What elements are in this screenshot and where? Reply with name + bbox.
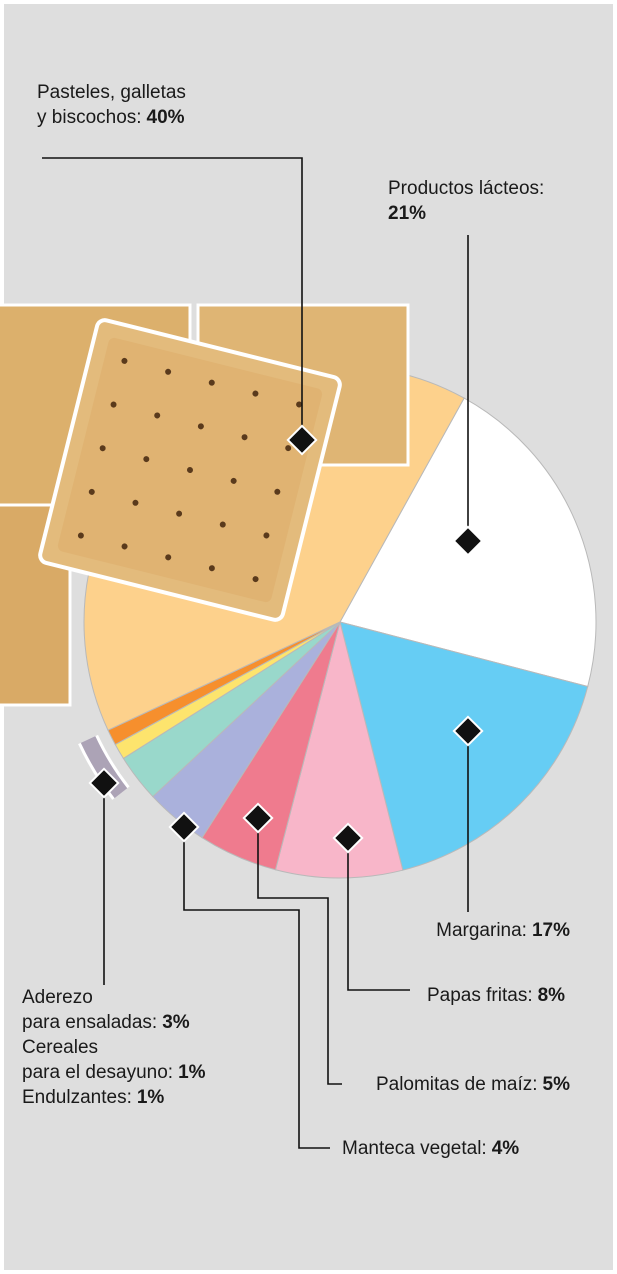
- category-name: Cereales para el desayuno:: [22, 1037, 173, 1083]
- value-label: 40%: [147, 107, 185, 128]
- category-name: Margarina:: [436, 920, 527, 941]
- value-label: 5%: [543, 1074, 570, 1095]
- value-label: 3%: [162, 1012, 189, 1033]
- slice-label: Margarina:17%: [436, 918, 570, 943]
- category-name: Endulzantes:: [22, 1087, 132, 1108]
- value-label: 4%: [492, 1138, 519, 1159]
- category-name: Productos lácteos:: [388, 178, 544, 199]
- value-label: 8%: [538, 985, 565, 1006]
- slice-label: Pasteles, galletas y biscochos:40%: [37, 80, 186, 130]
- category-name: Manteca vegetal:: [342, 1138, 487, 1159]
- slice-label: Cereales para el desayuno:1%: [22, 1035, 206, 1085]
- value-label: 21%: [388, 201, 544, 226]
- value-label: 1%: [137, 1087, 164, 1108]
- slice-label: Productos lácteos:21%: [388, 176, 544, 226]
- slice-label: Aderezo para ensaladas:3%: [22, 985, 190, 1035]
- value-label: 17%: [532, 920, 570, 941]
- value-label: 1%: [178, 1062, 205, 1083]
- page: {"chart_data": {"type": "pie", "categori…: [0, 0, 617, 1274]
- category-name: Aderezo para ensaladas:: [22, 987, 157, 1033]
- slice-label: Palomitas de maíz:5%: [376, 1072, 570, 1097]
- slice-label: Endulzantes:1%: [22, 1085, 164, 1110]
- slice-label: Papas fritas:8%: [427, 983, 565, 1008]
- slice-label: Manteca vegetal:4%: [342, 1136, 519, 1161]
- category-name: Palomitas de maíz:: [376, 1074, 538, 1095]
- category-name: Papas fritas:: [427, 985, 533, 1006]
